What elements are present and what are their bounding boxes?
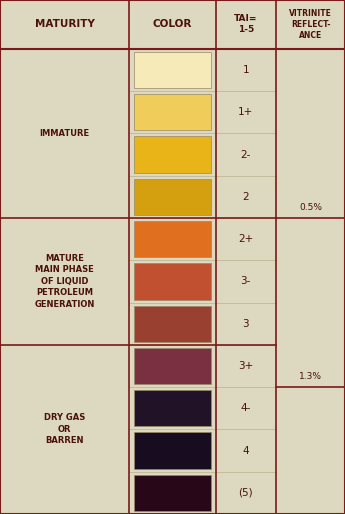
Text: 1: 1 [243, 65, 249, 75]
Bar [134, 263, 211, 300]
Text: MATURITY: MATURITY [35, 20, 95, 29]
Bar [134, 348, 211, 384]
Text: 4-: 4- [240, 403, 251, 413]
Bar [134, 136, 211, 173]
Text: 4: 4 [243, 446, 249, 455]
Bar [134, 52, 211, 88]
Text: COLOR: COLOR [153, 20, 192, 29]
Bar [134, 94, 211, 131]
Text: MATURE
MAIN PHASE
OF LIQUID
PETROLEUM
GENERATION: MATURE MAIN PHASE OF LIQUID PETROLEUM GE… [34, 254, 95, 309]
Bar [134, 432, 211, 469]
Text: 1+: 1+ [238, 107, 254, 117]
Text: 2: 2 [243, 192, 249, 202]
Bar [134, 179, 211, 215]
Bar [134, 305, 211, 342]
Text: (5): (5) [238, 488, 253, 498]
Text: VITRINITE
REFLECT-
ANCE: VITRINITE REFLECT- ANCE [289, 9, 332, 40]
Text: IMMATURE: IMMATURE [40, 129, 90, 138]
Text: DRY GAS
OR
BARREN: DRY GAS OR BARREN [44, 413, 85, 445]
Text: 0.5%: 0.5% [299, 203, 322, 212]
Text: 2+: 2+ [238, 234, 254, 244]
Text: 3+: 3+ [238, 361, 254, 371]
Text: TAI=
1-5: TAI= 1-5 [234, 14, 258, 34]
Bar [134, 390, 211, 427]
Bar [134, 221, 211, 258]
Text: 3-: 3- [240, 277, 251, 286]
Text: 1.3%: 1.3% [299, 372, 322, 381]
Bar [134, 475, 211, 511]
Text: 3: 3 [243, 319, 249, 329]
Text: 2-: 2- [240, 150, 251, 159]
